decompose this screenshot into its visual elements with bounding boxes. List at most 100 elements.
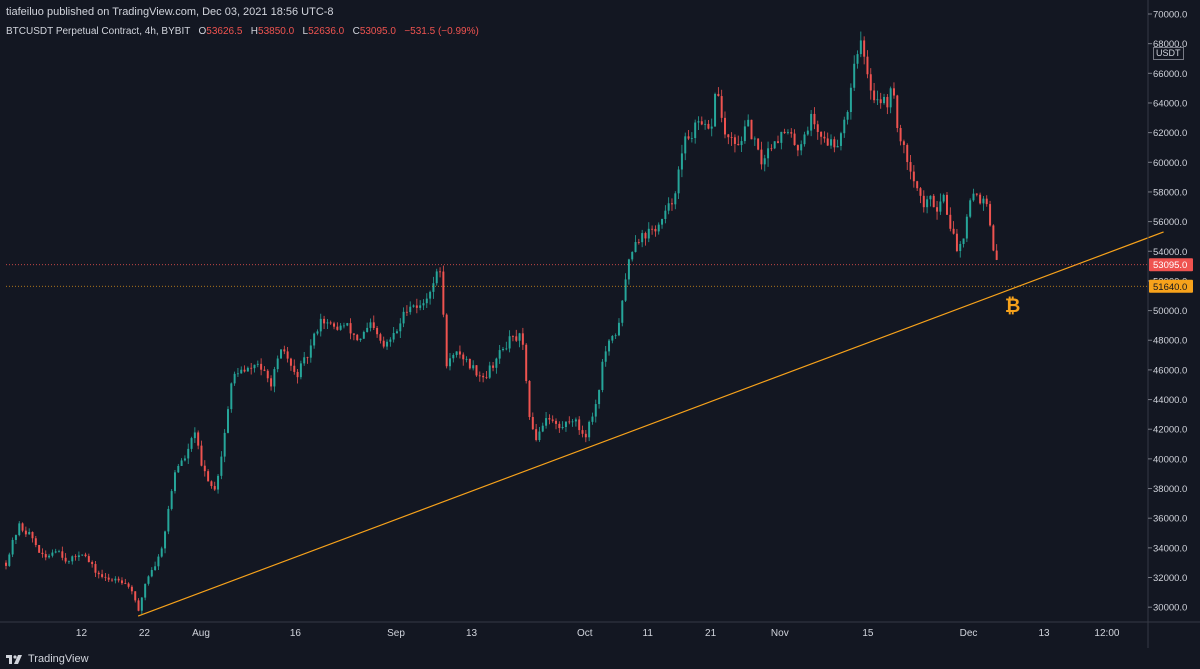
candle-body bbox=[193, 432, 196, 439]
candle-body bbox=[720, 96, 723, 118]
candle-body bbox=[299, 363, 302, 378]
candle-body bbox=[160, 548, 163, 557]
candle-body bbox=[210, 481, 213, 487]
candle-body bbox=[830, 139, 833, 146]
candle-body bbox=[521, 333, 524, 345]
candle-body bbox=[303, 357, 306, 364]
legend-low-label: L bbox=[302, 26, 309, 37]
candle-body bbox=[498, 350, 501, 359]
legend-high-value: 53850.0 bbox=[258, 26, 295, 37]
x-tick-label: 12:00 bbox=[1094, 628, 1119, 639]
candle-body bbox=[352, 333, 355, 335]
candle-body bbox=[144, 583, 147, 598]
candle-body bbox=[644, 233, 647, 239]
y-tick-label: 60000.0 bbox=[1153, 158, 1187, 169]
candle-body bbox=[31, 532, 34, 539]
candle-body bbox=[813, 113, 816, 125]
candle-body bbox=[187, 448, 190, 459]
x-tick-label: 13 bbox=[1038, 628, 1050, 639]
candle-body bbox=[276, 358, 279, 370]
candle-body bbox=[67, 561, 70, 563]
candle-body bbox=[233, 373, 236, 384]
candle-body bbox=[892, 88, 895, 96]
candle-body bbox=[780, 131, 783, 143]
candle-body bbox=[657, 224, 660, 232]
price-chart[interactable]: ₿ 30000.0 32000.0 34000.0 36000.0 38000.0 400… bbox=[0, 0, 1200, 648]
candle-body bbox=[684, 136, 687, 154]
candle-body bbox=[280, 349, 283, 359]
candle-body bbox=[468, 358, 471, 369]
candle-body bbox=[601, 361, 604, 391]
y-tick-label: 66000.0 bbox=[1153, 69, 1187, 80]
candle-body bbox=[240, 369, 243, 374]
candle-body bbox=[366, 327, 369, 332]
x-tick-label: 13 bbox=[466, 628, 478, 639]
candle-body bbox=[458, 351, 461, 355]
candle-body bbox=[24, 530, 27, 535]
candle-body bbox=[611, 336, 614, 341]
candle-body bbox=[571, 421, 574, 423]
y-tick-label: 62000.0 bbox=[1153, 128, 1187, 139]
x-tick-label: 12 bbox=[76, 628, 88, 639]
candle-body bbox=[972, 193, 975, 201]
candle-body bbox=[849, 87, 852, 113]
candle-body bbox=[551, 419, 554, 421]
candle-body bbox=[409, 306, 412, 313]
candle-body bbox=[647, 228, 650, 239]
candle-body bbox=[190, 438, 193, 449]
candle-body bbox=[810, 113, 813, 131]
candle-body bbox=[896, 95, 899, 129]
candle-body bbox=[707, 123, 710, 129]
candle-body bbox=[985, 198, 988, 205]
legend-change: −531.5 (−0.99%) bbox=[404, 26, 479, 37]
candle-body bbox=[856, 54, 859, 64]
candle-body bbox=[114, 578, 117, 581]
candle-body bbox=[372, 322, 375, 328]
y-tick-label: 38000.0 bbox=[1153, 484, 1187, 495]
candle-body bbox=[154, 566, 157, 570]
candle-body bbox=[763, 158, 766, 165]
candle-body bbox=[617, 322, 620, 336]
candle-body bbox=[157, 556, 160, 567]
y-tick-label: 56000.0 bbox=[1153, 217, 1187, 228]
y-tick-label: 32000.0 bbox=[1153, 573, 1187, 584]
candle-body bbox=[482, 375, 485, 378]
candle-body bbox=[869, 74, 872, 91]
candle-body bbox=[727, 134, 730, 138]
candle-body bbox=[289, 358, 292, 366]
y-tick-label: 46000.0 bbox=[1153, 365, 1187, 376]
candle-body bbox=[793, 133, 796, 146]
candle-body bbox=[379, 334, 382, 341]
candle-body bbox=[843, 119, 846, 134]
candle-body bbox=[916, 181, 919, 189]
candle-body bbox=[130, 586, 133, 592]
candle-body bbox=[670, 203, 673, 205]
axis-layer: 30000.0 32000.0 34000.0 36000.0 38000.0 40000… bbox=[0, 0, 1200, 648]
candle-body bbox=[581, 430, 584, 434]
candle-body bbox=[104, 576, 107, 578]
candle-body bbox=[661, 219, 664, 225]
candle-body bbox=[969, 200, 972, 217]
x-tick-label: 11 bbox=[643, 628, 654, 639]
candle-body bbox=[995, 250, 998, 260]
x-tick-label: 21 bbox=[705, 628, 717, 639]
candle-body bbox=[750, 119, 753, 140]
legend-low-value: 52636.0 bbox=[308, 26, 345, 37]
candle-body bbox=[714, 93, 717, 127]
candle-body bbox=[137, 600, 140, 611]
candle-body bbox=[975, 193, 978, 195]
candle-body bbox=[773, 141, 776, 149]
candle-body bbox=[627, 259, 630, 280]
x-tick-label: 22 bbox=[139, 628, 151, 639]
y-tick-label: 48000.0 bbox=[1153, 336, 1187, 347]
candle-body bbox=[962, 238, 965, 244]
candle-body bbox=[548, 418, 551, 420]
candle-body bbox=[561, 426, 564, 429]
candle-body bbox=[21, 523, 24, 531]
candle-body bbox=[641, 233, 644, 243]
candle-body bbox=[203, 465, 206, 472]
candle-body bbox=[568, 421, 571, 423]
candle-body bbox=[700, 121, 703, 125]
candle-body bbox=[213, 486, 216, 490]
candle-body bbox=[518, 333, 521, 341]
